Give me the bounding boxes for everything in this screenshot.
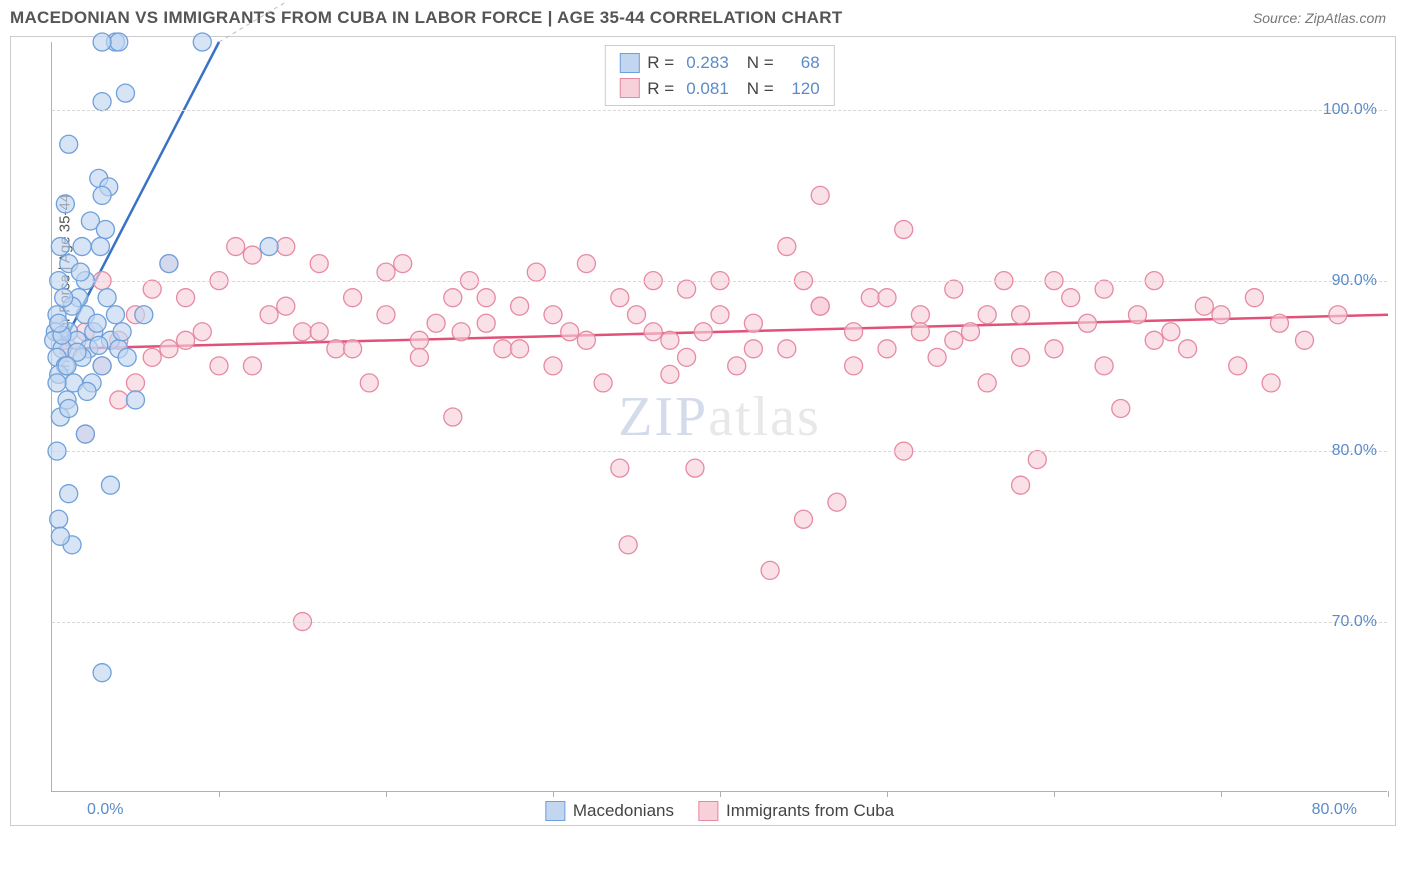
r-label: R = [647,50,674,76]
x-tick [1054,791,1055,797]
chart-title: MACEDONIAN VS IMMIGRANTS FROM CUBA IN LA… [10,8,843,28]
legend-swatch [619,78,639,98]
r-value: 0.283 [686,50,729,76]
y-tick-label: 80.0% [1332,442,1377,460]
y-tick-label: 100.0% [1323,101,1377,119]
legend-swatch [545,801,565,821]
chart-container: In Labor Force | Age 35-44 ZIPatlas 0.0%… [10,36,1396,826]
legend-swatch [698,801,718,821]
stats-row: R = 0.081 N = 120 [619,76,819,102]
bottom-legend: Macedonians Immigrants from Cuba [545,801,894,821]
x-tick [1388,791,1389,797]
x-tick [386,791,387,797]
x-tick [553,791,554,797]
gridline [52,110,1387,111]
scatter-svg [52,42,1387,791]
legend-label: Immigrants from Cuba [726,801,894,821]
legend-swatch [619,53,639,73]
chart-header: MACEDONIAN VS IMMIGRANTS FROM CUBA IN LA… [0,0,1406,36]
y-tick-label: 70.0% [1332,613,1377,631]
n-label: N = [747,50,774,76]
y-tick-label: 90.0% [1332,272,1377,290]
x-end-label: 80.0% [1312,801,1357,819]
x-origin-label: 0.0% [87,801,123,819]
source-label: Source: ZipAtlas.com [1253,10,1386,26]
gridline [52,451,1387,452]
legend-label: Macedonians [573,801,674,821]
gridline [52,281,1387,282]
x-tick [887,791,888,797]
n-label: N = [747,76,774,102]
legend-item: Immigrants from Cuba [698,801,894,821]
x-tick [720,791,721,797]
n-value: 120 [786,76,820,102]
plot-area: In Labor Force | Age 35-44 ZIPatlas 0.0%… [51,42,1387,792]
stats-box: R = 0.283 N = 68 R = 0.081 N = 120 [604,45,834,106]
r-label: R = [647,76,674,102]
stats-row: R = 0.283 N = 68 [619,50,819,76]
gridline [52,622,1387,623]
n-value: 68 [786,50,820,76]
x-tick [219,791,220,797]
legend-item: Macedonians [545,801,674,821]
x-tick [1221,791,1222,797]
r-value: 0.081 [686,76,729,102]
